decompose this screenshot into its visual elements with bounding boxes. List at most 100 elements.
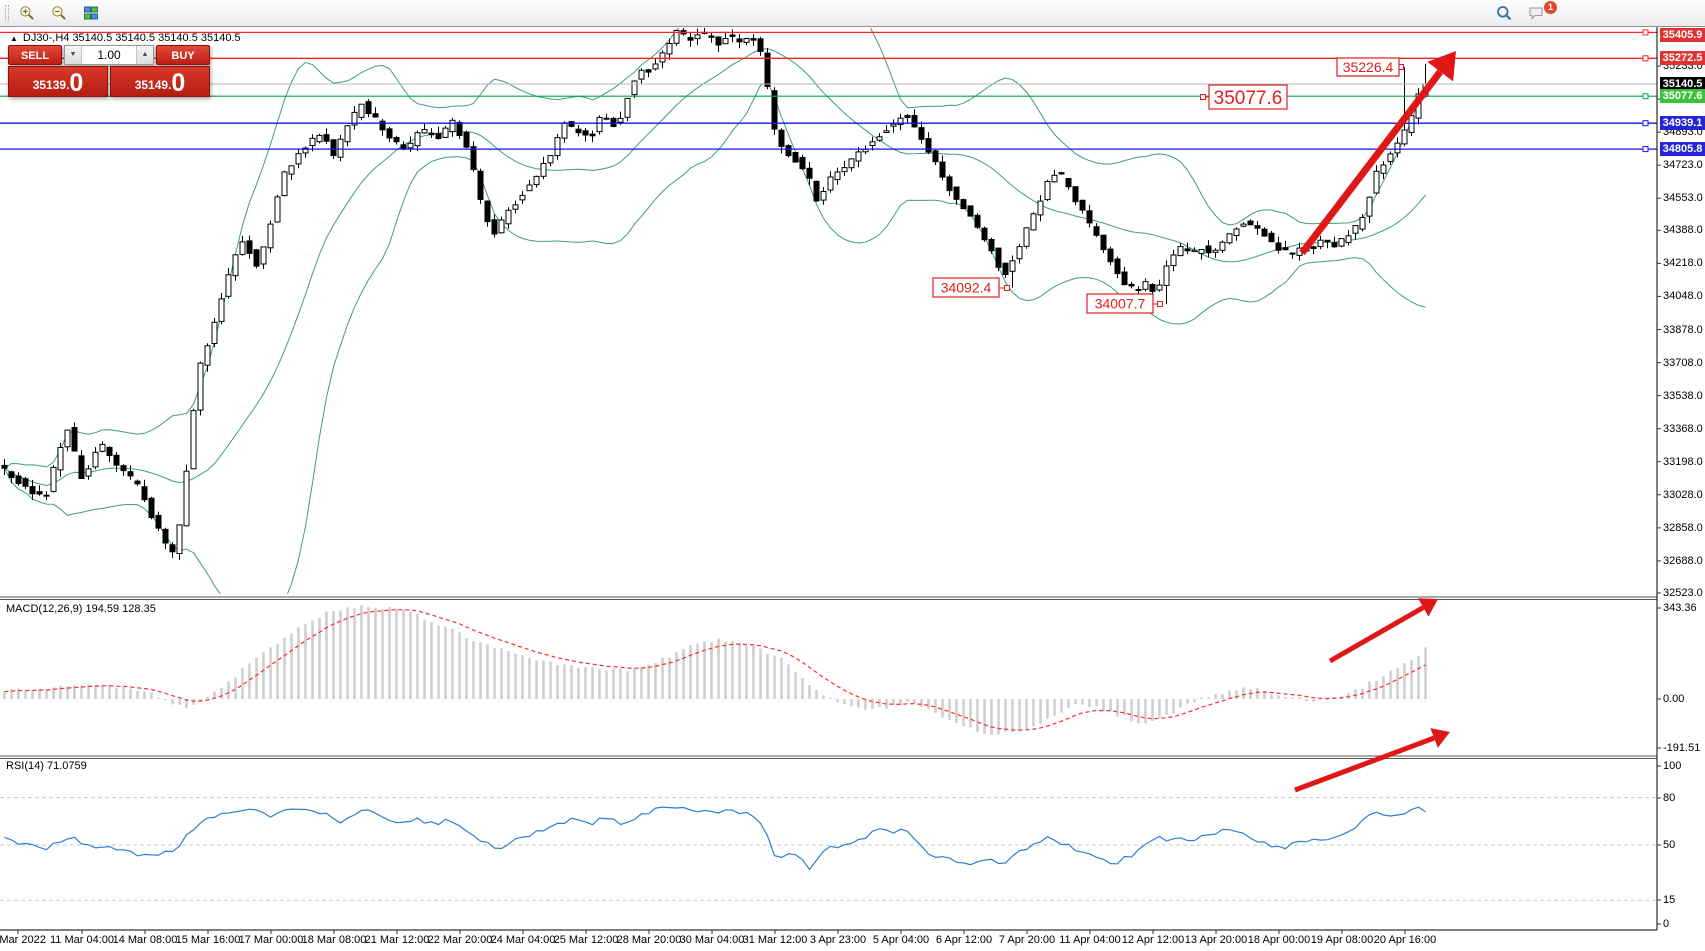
- x-axis-label: 12 Apr 12:00: [1121, 934, 1185, 946]
- zoom-out-icon: [51, 5, 67, 21]
- x-axis-label: 30 Mar 04:00: [679, 934, 745, 946]
- bollinger-band-u: [4, 28, 1426, 469]
- price-label-text: 34092.4: [941, 280, 992, 296]
- macd-tick-label: 343.36: [1663, 602, 1697, 614]
- price-label-text: 34007.7: [1095, 296, 1146, 312]
- toolbar-grip: [5, 5, 9, 21]
- price-badge: 35077.6: [1660, 89, 1705, 103]
- price-tick-label: 33878.0: [1663, 324, 1703, 336]
- x-axis-label: 9 Mar 2022: [0, 934, 46, 946]
- chart-window: 35226.4 35077.6 34092.4 34007.7 ▲ DJ30-,H4 3…: [0, 27, 1705, 951]
- price-tick-label: 33198.0: [1663, 456, 1703, 468]
- rsi-tick-label: 50: [1663, 839, 1676, 851]
- main-toolbar: 新订单自动交易▾▾▾EFAT▾M1M5M15M30H1H4D1W1MN 1: [0, 0, 1705, 120]
- symbol-info-bar: ▲ DJ30-,H4 35140.5 35140.5 35140.5 35140.…: [10, 32, 241, 44]
- x-axis-label: 14 Mar 08:00: [112, 934, 178, 946]
- price-label-box: [1336, 57, 1400, 77]
- notification-badge: 1: [1544, 1, 1557, 14]
- hlines-layer[interactable]: [0, 29, 1657, 153]
- buy-price-big-digit: 0: [171, 69, 186, 97]
- price-label-text: 35077.6: [1214, 88, 1283, 109]
- x-axis-label: 5 Apr 04:00: [872, 934, 930, 946]
- sell-price-display[interactable]: 35139. 0: [8, 66, 108, 97]
- x-axis-label: 20 Apr 16:00: [1373, 934, 1437, 946]
- line-handle: [1642, 93, 1649, 100]
- x-axis-label: 7 Apr 20:00: [998, 934, 1056, 946]
- price-label-box: [1208, 84, 1288, 110]
- x-axis-label: 22 Mar 20:00: [427, 934, 493, 946]
- rsi-pane[interactable]: [0, 797, 1657, 901]
- price-annotations[interactable]: 35226.4 35077.6 34092.4 34007.7: [932, 57, 1404, 314]
- x-axis-label: 11 Apr 04:00: [1059, 934, 1121, 946]
- rsi-tick-label: 80: [1663, 792, 1676, 804]
- macd-tick-label: -191.51: [1663, 742, 1701, 754]
- chart-canvas[interactable]: 35226.4 35077.6 34092.4 34007.7: [0, 27, 1705, 951]
- trend-arrow[interactable]: [1294, 728, 1450, 793]
- buy-button[interactable]: BUY: [156, 45, 210, 65]
- toolbar-right-icons: 1: [1491, 1, 1557, 24]
- notifications-button[interactable]: 1: [1524, 1, 1557, 24]
- chat-icon: [1528, 5, 1544, 21]
- x-axis-label: 6 Apr 12:00: [935, 934, 993, 946]
- zoom-in-button[interactable]: [15, 2, 45, 24]
- sell-price-big-digit: 0: [69, 69, 84, 97]
- annotation-anchor: [1004, 285, 1010, 291]
- zoom-out-button[interactable]: [47, 2, 77, 24]
- x-axis-label: 24 Mar 04:00: [490, 934, 556, 946]
- price-tick-label: 34048.0: [1663, 290, 1703, 302]
- candles-layer: [1, 28, 1429, 560]
- x-axis-label: 13 Apr 20:00: [1184, 934, 1248, 946]
- price-tick-label: 34553.0: [1663, 192, 1703, 204]
- main-price-pane[interactable]: [1, 27, 1429, 627]
- search-button[interactable]: [1492, 2, 1522, 24]
- buy-price-dot: .: [168, 78, 172, 92]
- trend-arrow[interactable]: [1328, 598, 1438, 664]
- price-tick-label: 34388.0: [1663, 224, 1703, 236]
- macd-pane[interactable]: [3, 605, 1427, 735]
- volume-input[interactable]: 1.00: [97, 48, 121, 62]
- price-label-box: [932, 277, 1000, 298]
- annotation-anchor: [1157, 301, 1163, 307]
- rsi-tick-label: 100: [1663, 760, 1682, 772]
- rsi-tick-label: 15: [1663, 894, 1676, 906]
- x-axis-label: 25 Mar 12:00: [553, 934, 619, 946]
- x-axis-label: 31 Mar 12:00: [742, 934, 808, 946]
- line-handle: [1642, 120, 1649, 127]
- buy-price-display[interactable]: 35149. 0: [110, 66, 210, 97]
- price-badge: 35140.5: [1660, 77, 1705, 91]
- sell-price-main: 35139: [32, 78, 67, 92]
- line-handle: [1642, 55, 1649, 62]
- trend-arrow[interactable]: [1299, 51, 1456, 256]
- rsi-indicator-label: RSI(14) 71.0759: [6, 760, 87, 772]
- sell-button[interactable]: SELL: [8, 45, 62, 65]
- x-axis-label: 28 Mar 20:00: [616, 934, 682, 946]
- macd-signal-line: [4, 609, 1426, 731]
- rsi-tick-label: 0: [1663, 918, 1670, 930]
- symbol-ohlc-text: DJ30-,H4 35140.5 35140.5 35140.5 35140.5: [22, 32, 241, 44]
- line-handle: [1642, 29, 1649, 36]
- rsi-line: [4, 806, 1426, 871]
- one-click-trading-panel: SELL ▼ 1.00 ▲ BUY 35139. 0 35149. 0: [8, 45, 210, 97]
- search-icon: [1496, 5, 1512, 21]
- price-tick-label: 32858.0: [1663, 522, 1703, 534]
- volume-decrease-button[interactable]: ▼: [65, 46, 82, 64]
- macd-tick-label: 0.00: [1663, 693, 1685, 705]
- price-tick-label: 33368.0: [1663, 423, 1703, 435]
- bollinger-band-m: [4, 48, 1426, 487]
- x-axis-label: 3 Apr 23:00: [809, 934, 867, 946]
- price-badge: 34805.8: [1660, 142, 1705, 156]
- x-axis-label: 21 Mar 12:00: [364, 934, 430, 946]
- price-tick-label: 33028.0: [1663, 489, 1703, 501]
- x-axis-label: 15 Mar 16:00: [175, 934, 241, 946]
- x-axis-label: 17 Mar 00:00: [238, 934, 304, 946]
- zoom-in-icon: [19, 5, 35, 21]
- volume-increase-button[interactable]: ▲: [136, 46, 153, 64]
- collapse-trade-panel-icon[interactable]: ▲: [10, 34, 18, 43]
- tile-windows-button[interactable]: [79, 2, 109, 24]
- sell-price-dot: .: [66, 78, 70, 92]
- annotation-anchor: [1200, 94, 1206, 100]
- x-axis-label: 11 Mar 04:00: [49, 934, 115, 946]
- x-axis-label: 19 Apr 08:00: [1310, 934, 1374, 946]
- line-handle: [1642, 146, 1649, 153]
- bollinger-band-l: [4, 80, 1426, 594]
